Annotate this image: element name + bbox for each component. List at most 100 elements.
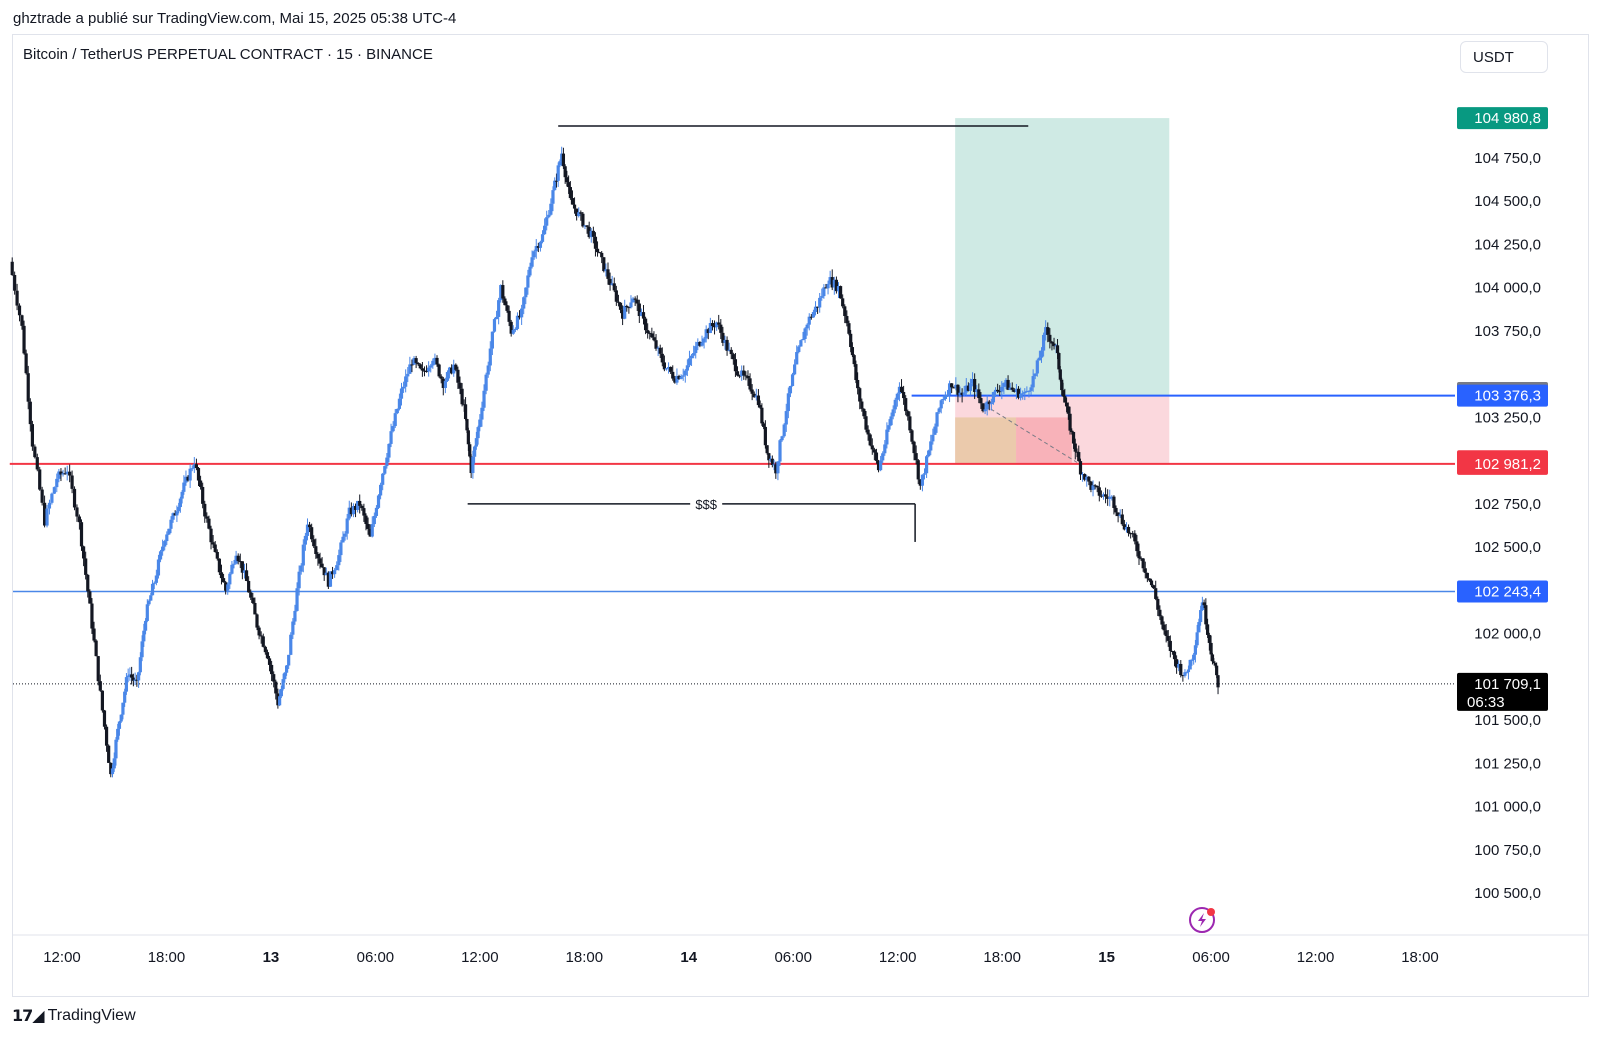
candle-body xyxy=(439,376,443,379)
candle-body xyxy=(1143,568,1147,573)
candle-body xyxy=(760,407,764,424)
candle-body xyxy=(124,677,129,692)
candle-body xyxy=(1135,541,1139,552)
candle-body xyxy=(238,561,242,563)
candle-body xyxy=(822,287,826,297)
lightning-alert-icon[interactable] xyxy=(1189,907,1215,933)
candle-body xyxy=(922,473,927,475)
candle-body xyxy=(1002,383,1006,387)
candle-body xyxy=(330,571,335,575)
candle-body xyxy=(614,290,618,302)
candle-body xyxy=(186,476,190,481)
candle-body xyxy=(579,212,583,214)
candle-body xyxy=(1058,369,1062,380)
candle-body xyxy=(618,302,623,310)
candle-body xyxy=(270,664,274,675)
price-axis[interactable]: 104 750,0 104 500,0 104 250,0 104 000,0 103 … xyxy=(1474,150,1541,902)
candle-body xyxy=(973,378,977,392)
candle-body xyxy=(463,404,468,420)
candle-body xyxy=(1031,376,1035,388)
candle-body xyxy=(278,696,282,706)
liquidity-label: $$$ xyxy=(695,497,717,512)
candle-body xyxy=(723,339,727,343)
candle-body xyxy=(803,328,807,340)
price-tick-label: 101 250,0 xyxy=(1474,755,1541,772)
candle-body xyxy=(941,398,945,401)
annotations: $$$ xyxy=(690,494,723,513)
candle-body xyxy=(513,328,517,331)
candle-body xyxy=(507,310,511,322)
candle-body xyxy=(708,322,712,334)
candle-body xyxy=(887,425,891,430)
time-axis[interactable]: 12:00 18:00 13 06:00 12:00 18:00 14 06:00 12:00 1… xyxy=(13,934,1588,966)
candle-body xyxy=(140,641,144,658)
candle-body xyxy=(435,357,439,365)
candle-body xyxy=(339,542,343,556)
symbol-title[interactable]: Bitcoin / TetherUS PERPETUAL CONTRACT · … xyxy=(23,46,433,63)
candle-body xyxy=(834,279,839,292)
candle-body xyxy=(255,614,259,628)
candle-body xyxy=(1129,533,1133,535)
candle-body xyxy=(167,528,171,535)
candle-body xyxy=(671,371,675,379)
price-tag-label: 101 709,1 xyxy=(1474,676,1541,693)
candle-body xyxy=(353,505,358,510)
candle-body xyxy=(643,318,648,331)
candle-body xyxy=(102,710,107,727)
candle-body xyxy=(395,408,399,414)
candle-body xyxy=(1085,476,1089,480)
candle-body xyxy=(509,321,513,334)
candle-body xyxy=(366,523,370,529)
candle-body xyxy=(591,230,595,237)
price-tag xyxy=(1457,452,1548,475)
candle-body xyxy=(696,342,700,347)
candle-body xyxy=(379,484,383,496)
candle-body xyxy=(897,386,902,394)
candle-body xyxy=(646,330,650,334)
candle-body xyxy=(937,408,941,413)
candle-body xyxy=(756,395,761,406)
candle-body xyxy=(960,392,964,395)
candle-body xyxy=(1106,496,1110,499)
candle-body xyxy=(443,380,447,388)
candle-body xyxy=(84,558,88,575)
candle-body xyxy=(337,555,341,566)
candle-body xyxy=(274,681,278,694)
candle-body xyxy=(389,431,393,444)
price-tick-label: 100 750,0 xyxy=(1474,842,1541,859)
candle-body xyxy=(59,471,63,475)
candle-body xyxy=(205,516,209,519)
candle-body xyxy=(135,679,139,681)
candle-body xyxy=(1177,663,1181,668)
candle-body xyxy=(658,347,662,354)
candle-body xyxy=(610,283,614,285)
candle-body xyxy=(964,385,968,393)
candle-body xyxy=(530,257,534,267)
candle-body xyxy=(856,380,860,389)
candle-body xyxy=(75,507,79,517)
candle-body xyxy=(954,384,958,388)
candle-body xyxy=(595,248,600,253)
candle-body xyxy=(1207,634,1211,643)
candle-body xyxy=(201,486,205,504)
candle-body xyxy=(843,306,847,317)
candle-body xyxy=(604,269,608,272)
candle-body xyxy=(192,464,196,469)
candle-body xyxy=(567,182,571,188)
brand-footer[interactable]: 𝟭𝟳◢ TradingView xyxy=(12,1006,136,1026)
candle-body xyxy=(991,392,996,403)
candle-body xyxy=(301,544,305,566)
candle-body xyxy=(1200,602,1204,611)
price-tick-label: 103 750,0 xyxy=(1474,323,1541,340)
time-tick-label: 12:00 xyxy=(1297,949,1335,966)
currency-button[interactable]: USDT xyxy=(1460,41,1548,73)
candle-body xyxy=(608,278,612,285)
candle-body xyxy=(543,225,547,235)
candle-body xyxy=(998,391,1002,393)
candle-body xyxy=(679,376,683,379)
candle-body xyxy=(482,390,486,408)
candle-body xyxy=(232,563,236,565)
candle-body xyxy=(281,679,285,689)
candle-body xyxy=(324,572,328,576)
